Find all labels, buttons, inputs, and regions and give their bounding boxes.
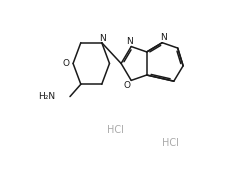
Text: H₂N: H₂N [38,92,55,101]
Text: N: N [126,37,133,46]
Text: N: N [160,33,167,42]
Text: O: O [123,81,130,90]
Text: HCl: HCl [107,125,124,136]
Text: HCl: HCl [162,138,178,148]
Text: O: O [63,59,70,68]
Text: N: N [99,34,106,43]
